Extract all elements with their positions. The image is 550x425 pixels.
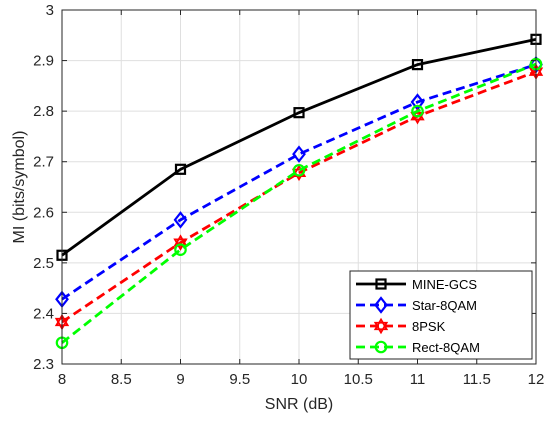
legend-label: Star-8QAM xyxy=(412,298,477,313)
ticks: 8 8.5 9 9.5 10 10.5 11 11.5 12 2.3 2.4 2.5 2.6 2.7 2.8… xyxy=(33,2,544,388)
legend-marker xyxy=(373,317,389,335)
x-tick-label: 10 xyxy=(291,371,308,388)
legend-entry: Rect-8QAM xyxy=(356,340,480,355)
x-axis-label: SNR (dB) xyxy=(265,396,333,413)
legend-marker xyxy=(374,296,388,314)
data-point xyxy=(293,107,305,119)
x-tick-label: 10.5 xyxy=(344,371,373,388)
data-point xyxy=(411,104,424,118)
data-point xyxy=(292,164,306,177)
series-line xyxy=(61,37,537,257)
legend-marker xyxy=(374,340,388,354)
x-tick-label: 11 xyxy=(410,371,426,388)
y-tick-label: 2.4 xyxy=(33,305,54,322)
data-point xyxy=(411,59,424,71)
data-point xyxy=(174,243,187,257)
y-axis-label: MI (bits/symbol) xyxy=(11,131,28,244)
x-tick-label: 9.5 xyxy=(229,371,250,388)
y-tick-label: 2.6 xyxy=(33,204,54,221)
legend: MINE-GCS Star-8QAM 8PSK Rect-8QAM xyxy=(349,270,533,360)
x-tick-label: 8.5 xyxy=(111,371,132,388)
x-tick-label: 8 xyxy=(58,371,66,388)
y-tick-label: 2.8 xyxy=(33,103,54,120)
y-tick-label: 2.5 xyxy=(33,255,54,272)
x-tick-label: 12 xyxy=(528,371,545,388)
y-tick-label: 2.9 xyxy=(33,53,54,70)
legend-marker xyxy=(375,278,387,290)
x-tick-label: 11.5 xyxy=(463,371,491,388)
legend-entry: Star-8QAM xyxy=(356,296,477,314)
series-line xyxy=(61,70,537,324)
y-tick-label: 2.3 xyxy=(33,356,54,373)
data-point xyxy=(292,145,306,163)
data-point xyxy=(174,163,187,175)
series-line xyxy=(61,63,537,301)
y-tick-label: 2.7 xyxy=(33,154,54,171)
legend-box xyxy=(349,270,533,360)
y-tick-label: 3 xyxy=(46,2,54,19)
legend-label: MINE-GCS xyxy=(412,277,477,292)
series-layer xyxy=(54,33,544,350)
legend-entry: MINE-GCS xyxy=(356,277,477,292)
legend-entry: 8PSK xyxy=(356,317,446,335)
x-tick-label: 9 xyxy=(176,371,184,388)
legend-label: Rect-8QAM xyxy=(412,340,480,355)
data-point xyxy=(173,211,188,229)
series-line xyxy=(61,62,537,344)
legend-label: 8PSK xyxy=(412,319,446,334)
